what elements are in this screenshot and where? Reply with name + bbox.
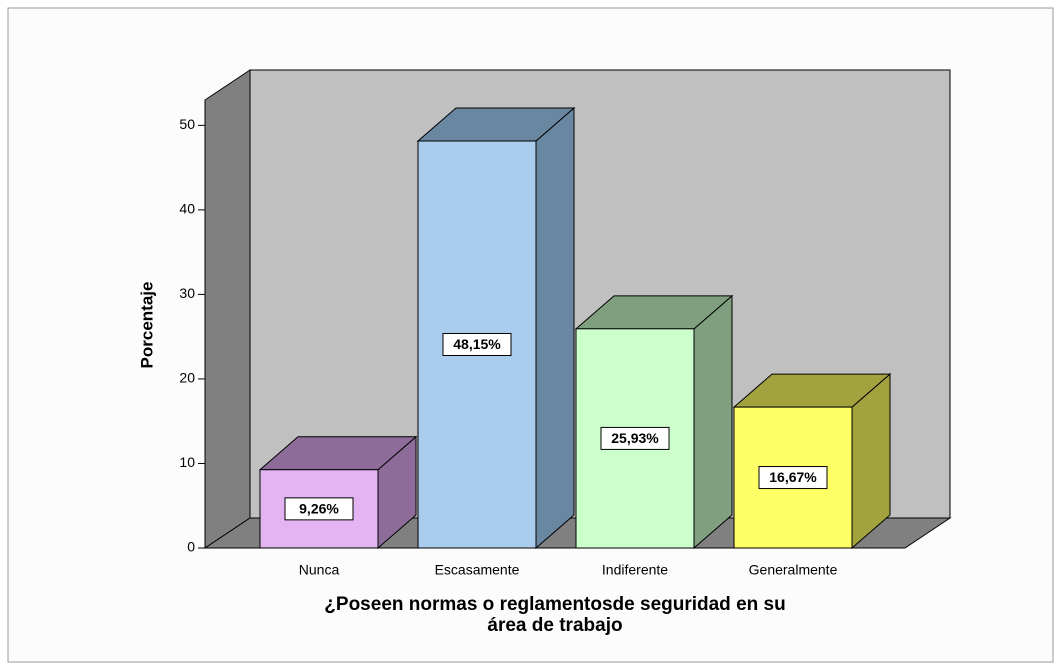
- x-tick-label: Nunca: [299, 562, 340, 578]
- y-tick-label: 0: [187, 539, 195, 555]
- value-label-box: [600, 426, 670, 450]
- value-label-box: [758, 466, 828, 490]
- bar-side: [693, 294, 733, 550]
- x-tick-label: Generalmente: [749, 562, 838, 578]
- value-label-box: [442, 332, 512, 356]
- value-label: 16,67%: [769, 469, 817, 485]
- value-label: 9,26%: [299, 501, 339, 517]
- y-tick-label: 50: [179, 116, 195, 132]
- y-tick-label: 10: [179, 454, 195, 470]
- x-tick-label: Escasamente: [435, 562, 520, 578]
- y-tick-label: 20: [179, 370, 195, 386]
- side-wall: [204, 69, 251, 549]
- x-axis-label: ¿Poseen normas o reglamentosde seguridad…: [324, 594, 785, 615]
- y-tick-label: 40: [179, 201, 195, 217]
- value-label: 48,15%: [453, 336, 501, 352]
- value-label: 25,93%: [611, 430, 659, 446]
- value-label-box: [284, 497, 354, 521]
- x-tick-label: Indiferente: [602, 562, 668, 578]
- bar-side: [535, 106, 575, 550]
- y-axis-label: Porcentaje: [137, 282, 156, 369]
- y-tick-label: 30: [179, 285, 195, 301]
- x-axis-label: área de trabajo: [487, 615, 622, 636]
